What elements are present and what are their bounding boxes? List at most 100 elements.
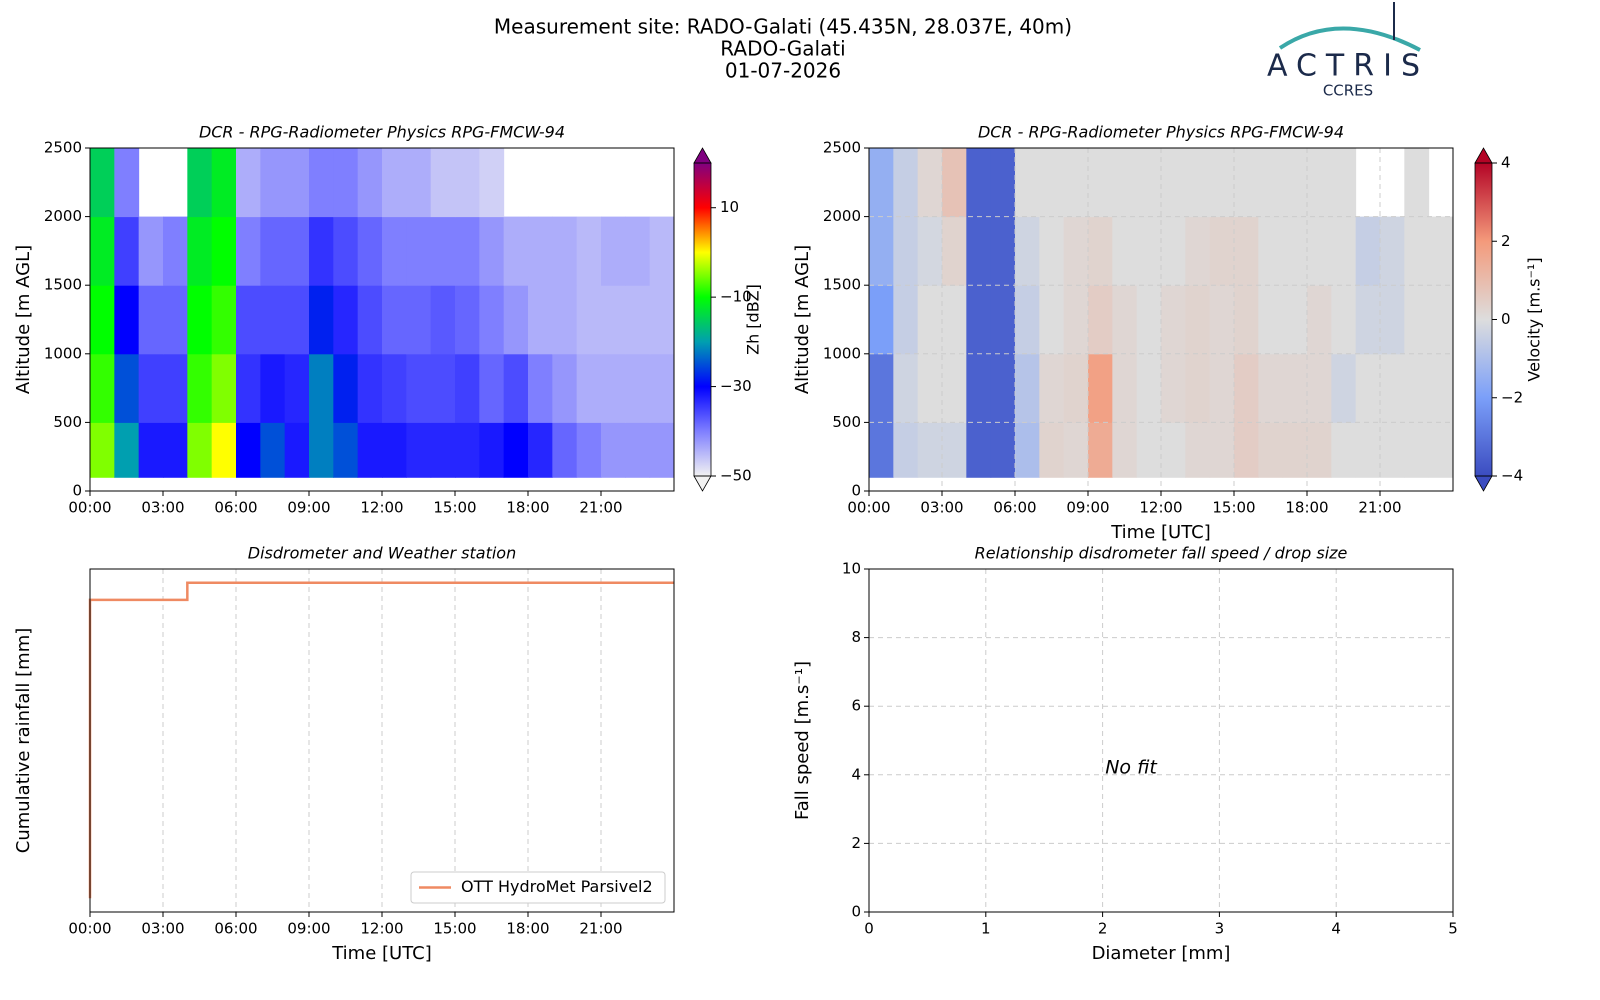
heatmap-cell [1307, 285, 1332, 355]
heatmap-cell [1428, 422, 1454, 478]
heatmap-cell [990, 422, 1016, 478]
heatmap-cell [1331, 216, 1357, 286]
heatmap-cell [333, 216, 359, 286]
heatmap-cell [1209, 353, 1235, 423]
heatmap-cell [284, 216, 310, 286]
heatmap-cell [138, 285, 164, 355]
heatmap-cell [1331, 148, 1357, 218]
heatmap-cell [1015, 285, 1040, 355]
colorbar [1475, 163, 1492, 476]
heatmap-cell [503, 422, 529, 478]
heatmap-cell [1185, 353, 1211, 423]
heatmap-cell [528, 216, 553, 286]
heatmap-cell [1428, 216, 1454, 286]
heatmap-cell [1039, 353, 1065, 423]
heatmap-cell [114, 216, 140, 286]
heatmap-cell [917, 216, 943, 286]
heatmap-cell [90, 285, 115, 355]
heatmap-cell [1428, 353, 1454, 423]
colorbar-tick-label: 2 [1501, 232, 1511, 250]
chart-title: Disdrometer and Weather station [248, 544, 516, 563]
y-tick-label: 1500 [823, 276, 861, 294]
heatmap-cell [1136, 216, 1162, 286]
heatmap-cell [1088, 216, 1113, 286]
heatmap-cell [1234, 148, 1259, 218]
heatmap-cell [576, 216, 602, 286]
heatmap-cell [1380, 353, 1405, 423]
heatmap-cell [649, 422, 675, 478]
heatmap-cell [1112, 353, 1138, 423]
heatmap-cell [966, 285, 992, 355]
heatmap-cell [552, 285, 578, 355]
heatmap-cell [284, 353, 310, 423]
heatmap-cell [893, 148, 919, 218]
heatmap-cell [1404, 216, 1430, 286]
x-tick-label: 03:00 [141, 920, 184, 938]
y-tick-label: 1000 [44, 344, 82, 362]
x-tick-label: 1 [981, 920, 991, 938]
heatmap-cell [114, 422, 140, 478]
heatmap-cell [90, 422, 115, 478]
heatmap-cell [1088, 285, 1113, 355]
heatmap-cell [1307, 422, 1332, 478]
y-tick-label: 0 [851, 903, 861, 921]
heatmap-cell [1063, 216, 1089, 286]
heatmap-cell [138, 216, 164, 286]
y-tick-label: 1500 [44, 276, 82, 294]
legend-box [410, 871, 666, 904]
heatmap-cell [357, 285, 383, 355]
heatmap-cell [893, 216, 919, 286]
x-tick-label: 12:00 [360, 920, 403, 938]
heatmap-cell [503, 353, 529, 423]
x-tick-label: 21:00 [1358, 499, 1401, 517]
y-axis-label: Cumulative rainfall [mm] [13, 628, 34, 854]
colorbar-tick-label: −30 [720, 377, 752, 395]
heatmap-cell [990, 216, 1016, 286]
heatmap-cell [236, 285, 261, 355]
logo-text: ACTRIS [1267, 49, 1429, 84]
heatmap-cell [382, 216, 407, 286]
heatmap-cell [869, 422, 894, 478]
heatmap-cell [163, 422, 188, 478]
heatmap-cell [163, 353, 188, 423]
heatmap-cell [382, 353, 407, 423]
x-tick-label: 21:00 [579, 499, 622, 517]
heatmap-cell [1161, 422, 1186, 478]
heatmap-cell [211, 353, 237, 423]
heatmap-cell [163, 285, 188, 355]
heatmap-cell [90, 216, 115, 286]
heatmap-cell [1015, 148, 1040, 218]
logo-arc [1278, 26, 1421, 52]
heatmap-cell [1258, 148, 1284, 218]
heatmap-cell [309, 353, 334, 423]
heatmap-cell [1282, 353, 1308, 423]
heatmap-cell [1112, 216, 1138, 286]
heatmap-cell [503, 285, 529, 355]
heatmap-cell [1404, 148, 1430, 218]
heatmap-cell [990, 285, 1016, 355]
heatmap-cell [333, 422, 359, 478]
heatmap-cell [455, 216, 480, 286]
colorbar-extend [1474, 475, 1493, 492]
heatmap-cell [1063, 422, 1089, 478]
x-tick-label: 12:00 [1139, 499, 1182, 517]
heatmap-cell [917, 353, 943, 423]
heatmap-cell [1355, 216, 1381, 286]
heatmap-cell [1331, 353, 1357, 423]
heatmap-cell [917, 422, 943, 478]
heatmap-cell [1185, 148, 1211, 218]
heatmap-cell [869, 353, 894, 423]
heatmap-cell [601, 353, 626, 423]
heatmap-cell [1282, 285, 1308, 355]
y-tick-label: 0 [851, 482, 861, 500]
x-tick-label: 15:00 [433, 920, 476, 938]
colorbar-tick-label: 10 [720, 198, 739, 216]
chart-title: Relationship disdrometer fall speed / dr… [975, 544, 1348, 563]
heatmap-cell [1112, 148, 1138, 218]
plot-frame [89, 568, 675, 913]
heatmap-cell [528, 422, 553, 478]
heatmap-cell [1161, 216, 1186, 286]
heatmap-cell [1063, 148, 1089, 218]
x-tick-label: 09:00 [287, 499, 330, 517]
